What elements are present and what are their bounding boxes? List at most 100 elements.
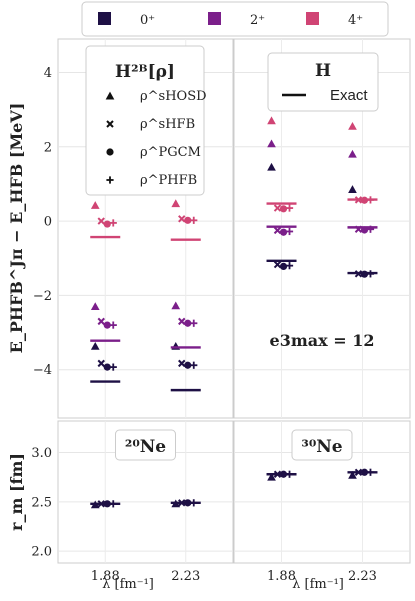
top-20Ne-2.23-0+-sHFB xyxy=(178,359,186,368)
exact-legend: H Exact xyxy=(267,52,379,112)
top-20Ne-1.88-2+-sHOSD xyxy=(90,302,100,311)
top-30Ne-2.23-2+-sHFB-b xyxy=(354,225,363,233)
top-y-axis-label: E_PHFB^Jπ − E_HFB [MeV] xyxy=(7,103,26,354)
xtick-1-1: 2.23 xyxy=(348,569,377,584)
top-30Ne-2.23-2+-PHFB xyxy=(366,225,375,233)
top-30Ne-2.23-0+-sHFB-b xyxy=(354,270,363,278)
exact-legend-frame xyxy=(267,52,379,112)
top-20Ne-2.23-4+-PGCM xyxy=(184,216,192,224)
top-20Ne-2.23-2+-sHFB-b xyxy=(178,317,186,326)
top-20Ne-1.88-2+-sHFB-b xyxy=(97,317,105,326)
top-30Ne-2.23-0+-PHFB xyxy=(366,270,375,278)
bottom-30Ne-1.88-PHFB xyxy=(285,470,294,478)
bottom-30Ne-label: ³⁰Ne xyxy=(301,437,342,457)
bottom-30Ne-1.88-sHOSD xyxy=(267,472,276,481)
top-20Ne-2.23-0+-sHFB-b xyxy=(178,359,186,368)
method-legend-marker-1 xyxy=(106,120,114,128)
bottom-30Ne-2.23-sHOSD xyxy=(348,470,357,479)
bottom-20Ne-2.23-PHFB xyxy=(190,499,198,507)
top-20Ne-1.88-0+-sHFB-b xyxy=(97,359,105,368)
xtick-1-0: 1.88 xyxy=(267,569,296,584)
method-legend-label-1: ρ^sHFB xyxy=(140,117,195,132)
top-30Ne-1.88-4+-PGCM xyxy=(279,205,288,213)
top-30Ne-2.23-4+-PHFB xyxy=(366,196,375,204)
bottom-ytick-2: 2.0 xyxy=(31,545,52,560)
legend-label-0+: 0⁺ xyxy=(140,13,155,28)
xtick-0-1: 2.23 xyxy=(171,569,200,584)
top-30Ne-2.23-4+-sHOSD xyxy=(348,121,357,130)
legend-swatch-4+ xyxy=(306,12,319,25)
bottom-20Ne-1.88-sHFB xyxy=(97,500,105,508)
top-30Ne-2.23-0+-sHFB xyxy=(354,270,363,278)
top-ytick-4: −4 xyxy=(33,363,52,378)
top-20Ne-2.23-0+-PGCM xyxy=(184,361,192,369)
x-axis-label-left: λ [fm⁻¹] xyxy=(102,577,154,592)
legend-label-4+: 4⁺ xyxy=(348,13,363,28)
method-legend: H²ᴮ[ρ] ρ^sHOSD ρ^sHFB ρ^PGCM ρ^PHFB xyxy=(85,45,207,196)
top-20Ne-1.88-0+-PHFB xyxy=(109,363,117,371)
top-20Ne-1.88-4+-sHFB-b xyxy=(97,217,105,225)
top-20Ne-2.23-2+-sHFB xyxy=(178,317,186,326)
top-30Ne-1.88-0+-sHFB xyxy=(273,260,282,269)
top-20Ne-1.88-2+-sHFB xyxy=(97,317,105,326)
top-30Ne-2.23-2+-sHFB xyxy=(354,225,363,233)
top-20Ne-1.88-0+-PGCM xyxy=(103,363,111,371)
bottom-20Ne-1.88-PHFB xyxy=(109,500,117,508)
method-legend-label-3: ρ^PHFB xyxy=(140,173,197,188)
bottom-30Ne-2.23-sHFB-b xyxy=(354,468,363,476)
bottom-20Ne-2.23-PGCM xyxy=(184,499,192,507)
top-20Ne-2.23-2+-PGCM xyxy=(184,319,192,327)
bottom-ytick-1: 2.5 xyxy=(31,495,52,510)
bottom-20Ne-1.88-sHFB-b xyxy=(97,500,105,508)
top-legend: 0⁺ 2⁺ 4⁺ xyxy=(81,1,389,37)
bottom-20Ne-2.23-sHFB-b xyxy=(178,499,186,507)
top-30Ne-1.88-2+-PHFB xyxy=(285,227,294,236)
top-20Ne-2.23-4+-sHFB xyxy=(178,215,186,223)
top-30Ne-1.88-4+-PHFB xyxy=(285,204,294,212)
bottom-panel-1: ³⁰Ne xyxy=(233,420,411,564)
method-legend-label-2: ρ^PGCM xyxy=(140,145,201,160)
method-legend-marker-0 xyxy=(105,91,115,100)
top-20Ne-2.23-4+-sHOSD xyxy=(171,199,181,208)
bottom-20Ne-label-frame xyxy=(115,429,176,461)
top-30Ne-1.88-0+-sHOSD xyxy=(267,162,276,171)
top-30Ne-2.23-4+-PGCM xyxy=(360,196,369,204)
bottom-y-axis-label: r_m [fm] xyxy=(7,453,26,531)
method-legend-marker-3 xyxy=(106,176,114,184)
top-20Ne-1.88-0+-sHFB xyxy=(97,359,105,368)
top-20Ne-1.88-4+-PHFB xyxy=(109,219,117,227)
legend-swatch-2+ xyxy=(208,12,221,25)
bottom-20Ne-1.88-PGCM xyxy=(103,500,111,508)
top-20Ne-2.23-4+-PHFB xyxy=(190,216,198,224)
top-ytick-3: −2 xyxy=(33,289,52,304)
bottom-20Ne-2.23-sHOSD xyxy=(171,499,181,508)
bottom-20Ne-1.88-sHOSD xyxy=(90,500,100,509)
bottom-panel-0: ²⁰Ne xyxy=(57,420,234,564)
top-30Ne-2.23-4+-sHFB-b xyxy=(354,196,363,204)
bottom-30Ne-label-frame xyxy=(291,429,353,461)
top-20Ne-1.88-4+-PGCM xyxy=(103,220,111,228)
top-20Ne-2.23-0+-PHFB xyxy=(190,361,198,369)
method-legend-title: H²ᴮ[ρ] xyxy=(115,62,175,82)
top-20Ne-1.88-4+-sHFB xyxy=(97,217,105,225)
top-20Ne-1.88-2+-PGCM xyxy=(103,321,111,329)
top-ytick-1: 2 xyxy=(44,140,52,155)
bottom-30Ne-2.23-PHFB xyxy=(366,468,375,476)
top-30Ne-1.88-2+-sHOSD xyxy=(267,139,276,148)
bottom-30Ne-2.23-PGCM xyxy=(360,468,369,476)
top-20Ne-2.23-4+-sHFB-b xyxy=(178,215,186,223)
bottom-30Ne-2.23-sHFB xyxy=(354,468,363,476)
method-legend-frame xyxy=(85,45,205,196)
top-legend-frame xyxy=(81,1,389,37)
top-30Ne-2.23-2+-PGCM xyxy=(360,226,369,234)
bottom-20Ne-label: ²⁰Ne xyxy=(125,437,166,457)
top-30Ne-1.88-4+-sHFB-b xyxy=(273,204,282,212)
exact-legend-label: Exact xyxy=(330,87,368,104)
xtick-0-0: 1.88 xyxy=(91,569,120,584)
bottom-ytick-0: 3.0 xyxy=(31,446,52,461)
method-legend-label-0: ρ^sHOSD xyxy=(140,89,207,104)
top-20Ne-2.23-2+-PHFB xyxy=(190,319,198,327)
x-axis-labels: λ [fm⁻¹] λ [fm⁻¹] xyxy=(102,577,344,592)
top-30Ne-2.23-4+-sHFB xyxy=(354,196,363,204)
